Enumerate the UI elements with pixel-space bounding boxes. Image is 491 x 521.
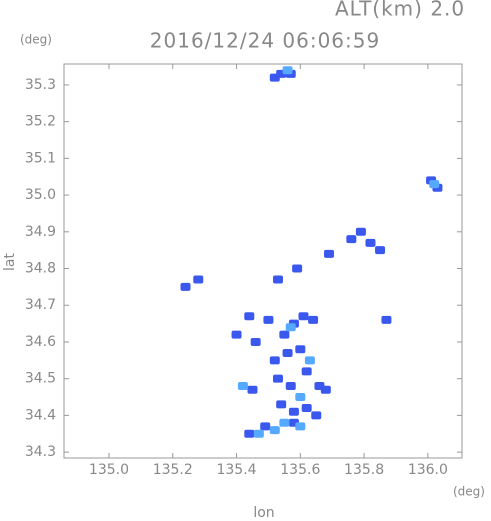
echo-cell: [288, 407, 299, 416]
echo-cell: [193, 275, 204, 284]
echo-cell: [279, 418, 290, 427]
echo-cell: [285, 323, 296, 332]
echo-cell: [320, 385, 331, 394]
x-unit: (deg): [453, 485, 485, 499]
echo-cell: [292, 264, 303, 273]
echo-cell: [180, 282, 191, 291]
echo-cell: [346, 235, 357, 244]
y-tick-label: 35.1: [25, 150, 56, 166]
echo-cell: [301, 367, 312, 376]
y-axis-label: lat: [2, 253, 18, 271]
y-tick-label: 34.9: [25, 224, 56, 240]
echo-cell: [282, 66, 293, 75]
echo-cell: [308, 315, 319, 324]
echo-cell: [429, 180, 440, 189]
echo-cell: [298, 312, 309, 321]
echo-cell: [253, 429, 264, 438]
echo-cell: [244, 312, 255, 321]
echo-cell: [263, 315, 274, 324]
echo-cell: [269, 426, 280, 435]
echo-cell: [237, 382, 248, 391]
y-tick-label: 34.8: [25, 261, 56, 277]
y-tick-label: 34.7: [25, 297, 56, 313]
echo-cell: [269, 356, 280, 365]
echo-cell: [365, 238, 376, 247]
echo-cell: [304, 356, 315, 365]
altitude-label: ALT(km) 2.0: [335, 0, 465, 21]
echo-cell: [301, 404, 312, 413]
echo-cell: [272, 374, 283, 383]
y-unit: (deg): [20, 33, 52, 47]
plot-frame: [63, 63, 463, 459]
echo-cell: [282, 348, 293, 357]
x-tick-label: 135.0: [89, 462, 129, 478]
echo-cell: [244, 429, 255, 438]
x-tick-label: 135.8: [344, 462, 384, 478]
echo-cell: [272, 275, 283, 284]
y-tick-label: 35.0: [25, 187, 56, 203]
echo-cell: [295, 345, 306, 354]
echo-cell: [375, 246, 386, 255]
x-tick-label: 135.4: [216, 462, 256, 478]
echo-cell: [269, 73, 280, 82]
echo-cell: [324, 249, 335, 258]
y-tick-label: 35.2: [25, 114, 56, 130]
chart-title: 2016/12/24 06:06:59: [150, 29, 380, 53]
echo-cell: [355, 227, 366, 236]
echo-cell: [279, 330, 290, 339]
echo-cell: [276, 400, 287, 409]
echo-cell: [231, 330, 242, 339]
x-tick-label: 136.0: [408, 462, 448, 478]
echo-cell: [250, 337, 261, 346]
echo-cell: [295, 393, 306, 402]
y-tick-label: 34.4: [25, 407, 56, 423]
echo-cell: [295, 422, 306, 431]
y-tick-label: 34.5: [25, 371, 56, 387]
echo-cell: [311, 411, 322, 420]
x-tick-label: 135.2: [153, 462, 193, 478]
x-axis-label: lon: [253, 505, 274, 521]
echo-cell: [247, 385, 258, 394]
y-tick-label: 34.6: [25, 334, 56, 350]
y-tick-label: 34.3: [25, 444, 56, 460]
echo-cell: [260, 422, 271, 431]
x-tick-label: 135.6: [280, 462, 320, 478]
echo-cell: [381, 315, 392, 324]
y-tick-label: 35.3: [25, 77, 56, 93]
echo-cell: [285, 382, 296, 391]
